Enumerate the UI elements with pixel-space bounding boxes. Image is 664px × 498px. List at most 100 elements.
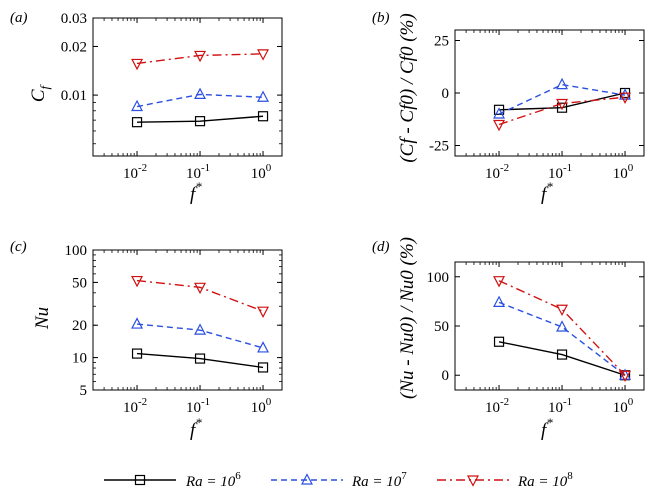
panel-c-ytick-label: 5 bbox=[80, 383, 88, 399]
panel-c-series-ra7-point bbox=[257, 341, 270, 353]
panel-c-xtick-base: 10 bbox=[251, 400, 266, 416]
panel-d-xlabel: f* bbox=[541, 415, 553, 441]
panel-c-xtick-label: 10-2 bbox=[123, 396, 147, 416]
panel-b-series-ra8-line bbox=[498, 96, 626, 126]
legend-label-ra7: Ra = 10 bbox=[351, 474, 402, 490]
panel-b-ytick-label: 0 bbox=[442, 86, 450, 102]
panel-c-series-ra8-line bbox=[136, 279, 264, 312]
panel-b-series-ra7-point bbox=[619, 88, 632, 100]
xlabel-c-sup: * bbox=[195, 415, 202, 430]
panel-d-series-ra8-point bbox=[493, 276, 506, 288]
panel-c-series-ra6-point bbox=[131, 348, 143, 359]
panel-d-xtick-exp: -2 bbox=[500, 396, 509, 408]
panel-c-series-ra6-point bbox=[194, 353, 206, 364]
panel-b-xtick-exp: 0 bbox=[628, 162, 634, 174]
xlabel-b-sup: * bbox=[546, 179, 553, 194]
legend-marker-symbol-ra7 bbox=[301, 473, 313, 485]
panel-b-series-ra6-line bbox=[499, 92, 626, 111]
panel-a-series-ra6-line bbox=[137, 115, 264, 123]
ylabel-c-text: Nu bbox=[32, 307, 53, 330]
svg-text:Cf: Cf bbox=[28, 83, 52, 102]
xlabel-a-sup: * bbox=[195, 179, 202, 194]
panel-d-series-ra8-point bbox=[619, 370, 632, 383]
panel-c-xtick-label: 100 bbox=[251, 396, 272, 416]
legend: Ra = 106 Ra = 107 Ra = 108 bbox=[104, 470, 573, 490]
panel-a-xtick-base: 10 bbox=[186, 166, 201, 182]
panel-b-ylabel: (Cf - Cf0) / Cf0 (%) bbox=[397, 13, 418, 162]
panel-c-xtick-exp: -2 bbox=[138, 396, 147, 408]
panel-d-series-ra7-line bbox=[498, 301, 626, 376]
panel-c-frame bbox=[92, 249, 283, 391]
panel-c-series-ra7-line bbox=[136, 323, 264, 349]
ylabel-a-main: C bbox=[28, 89, 49, 102]
panel-a-ytick-label: 0.03 bbox=[61, 11, 87, 27]
panel-a-xtick-exp: -2 bbox=[138, 162, 147, 174]
panel-b-xtick-base: 10 bbox=[613, 166, 628, 182]
panel-c-series-ra7-point bbox=[194, 323, 207, 335]
panel-c-series-ra8-point bbox=[194, 282, 207, 295]
legend-marker-ra7 bbox=[301, 473, 313, 485]
panel-c-xtick-base: 10 bbox=[186, 400, 201, 416]
legend-label-ra6: Ra = 10 bbox=[185, 474, 236, 490]
panel-b-xtick-label: 10-1 bbox=[548, 162, 572, 182]
panel-b-xtick-label: 10-2 bbox=[485, 162, 509, 182]
panel-a-series-ra7-point bbox=[257, 90, 270, 102]
panel-b-ytick-label: 25 bbox=[434, 34, 449, 50]
ylabel-d-text: (Nu - Nu0) / Nu0 (%) bbox=[397, 237, 418, 399]
panel-d-ytick-label: 100 bbox=[427, 270, 450, 286]
panel-c-ytick-label: 10 bbox=[72, 351, 87, 367]
panel-a-frame bbox=[92, 17, 283, 157]
panel-c-series-ra6-line bbox=[136, 352, 264, 369]
panel-d-xtick-label: 10-2 bbox=[485, 396, 509, 416]
panel-b-series-ra6-point bbox=[493, 104, 505, 115]
panel-d-ytick-label: 0 bbox=[442, 368, 450, 384]
panel-c-xtick-base: 10 bbox=[123, 400, 138, 416]
panel-c-series-ra7-point bbox=[131, 317, 144, 329]
panel-b-xtick-exp: -1 bbox=[563, 162, 572, 174]
panel-a-series-ra6-point bbox=[194, 116, 206, 127]
panel-a-series-ra8-point bbox=[257, 49, 270, 61]
panel-a-xtick-base: 10 bbox=[123, 166, 138, 182]
xlabel-c-main: f bbox=[190, 420, 198, 441]
panel-a-series-ra8-point bbox=[131, 58, 144, 71]
panel-a-xtick-base: 10 bbox=[251, 166, 266, 182]
panel-a-xtick-label: 10-2 bbox=[123, 162, 147, 182]
panel-b-series-ra8-point bbox=[556, 98, 569, 111]
svg-text:Ra = 106: Ra = 106 bbox=[185, 470, 241, 490]
panel-d-series-ra6-line bbox=[498, 341, 626, 376]
legend-marker-symbol-ra8 bbox=[467, 475, 479, 487]
panel-b-xtick-base: 10 bbox=[485, 166, 500, 182]
panel-d-ylabel: (Nu - Nu0) / Nu0 (%) bbox=[397, 237, 418, 399]
panel-d-xtick-label: 10-1 bbox=[548, 396, 572, 416]
panel-b-series-ra7-line bbox=[498, 83, 626, 115]
panel-b-xtick-exp: -2 bbox=[500, 162, 509, 174]
panel-d-series-ra6-point bbox=[556, 349, 568, 360]
legend-exp-ra7: 7 bbox=[401, 470, 407, 482]
panel-b-xtick-base: 10 bbox=[548, 166, 563, 182]
xlabel-d-main: f bbox=[541, 420, 549, 441]
xlabel-b-main: f bbox=[541, 184, 549, 205]
panel-a-xtick-exp: 0 bbox=[266, 162, 272, 174]
legend-marker-ra6 bbox=[134, 474, 146, 486]
panel-c-series-ra8-point bbox=[131, 275, 144, 288]
legend-label-ra8: Ra = 10 bbox=[517, 474, 568, 490]
panel-d-series-ra7-point bbox=[556, 320, 569, 332]
panel-d-series-ra7-point bbox=[619, 368, 632, 380]
panel-c-ytick-label: 20 bbox=[72, 318, 87, 334]
panel-b-xlabel: f* bbox=[541, 179, 553, 205]
panel-b-label: (b) bbox=[372, 10, 390, 26]
panel-a-series-ra6-point bbox=[257, 111, 269, 122]
panel-b-ytick-label: -25 bbox=[429, 139, 449, 155]
panel-a-series-ra7-line bbox=[136, 93, 264, 108]
legend-marker-ra8 bbox=[467, 475, 479, 487]
panel-d-xtick-base: 10 bbox=[485, 400, 500, 416]
panel-c-series-ra8-point bbox=[257, 306, 270, 318]
ylabel-a-sub: f bbox=[37, 83, 52, 89]
panel-a-xtick-exp: -1 bbox=[201, 162, 210, 174]
legend-entry-ra7: Ra = 107 bbox=[271, 470, 407, 490]
